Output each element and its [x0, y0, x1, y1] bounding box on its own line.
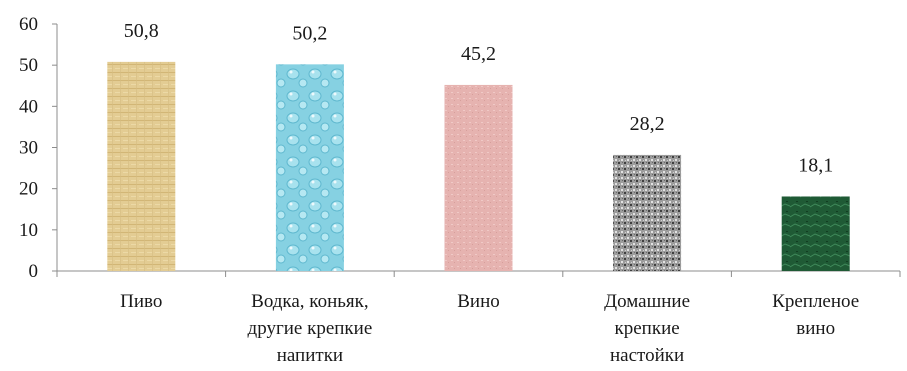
- bar: [275, 64, 344, 272]
- y-tick-group: 0 10 20 30 40 50 60: [19, 14, 57, 282]
- y-tick-label: 10: [19, 220, 38, 241]
- category-label: настойки: [610, 345, 684, 366]
- bar: [444, 84, 513, 271]
- category-label: другие крепкие: [248, 318, 373, 339]
- y-tick-label: 20: [19, 179, 38, 200]
- data-label: 45,2: [461, 43, 496, 65]
- y-tick-label: 50: [19, 55, 38, 76]
- y-tick-label: 40: [19, 96, 38, 117]
- category-label: Вино: [457, 291, 500, 312]
- category-label: Домашние: [604, 291, 690, 312]
- data-labels: 50,8 50,2 45,2 28,2 18,1: [124, 20, 833, 177]
- data-label: 50,8: [124, 20, 159, 42]
- bar: [107, 61, 176, 271]
- bar: [781, 196, 850, 271]
- bars: [107, 61, 850, 272]
- x-tick-group: [56, 271, 901, 277]
- y-tick-label: 30: [19, 138, 38, 159]
- category-label: вино: [796, 318, 835, 339]
- category-label: напитки: [277, 345, 343, 366]
- y-axis: 0 10 20 30 40 50 60: [19, 14, 58, 282]
- category-labels: Пиво Водка, коньяк, другие крепкие напитки В…: [120, 291, 859, 366]
- x-axis: [56, 270, 901, 277]
- data-label: 50,2: [292, 22, 327, 44]
- data-label: 18,1: [798, 154, 833, 176]
- bar: [613, 154, 682, 271]
- category-label: крепкие: [615, 318, 680, 339]
- category-label: Водка, коньяк,: [251, 291, 369, 312]
- y-tick-label: 60: [19, 14, 38, 35]
- y-tick-label: 0: [29, 261, 39, 282]
- category-label: Пиво: [120, 291, 162, 312]
- category-label: Крепленое: [772, 291, 859, 312]
- data-label: 28,2: [630, 113, 665, 135]
